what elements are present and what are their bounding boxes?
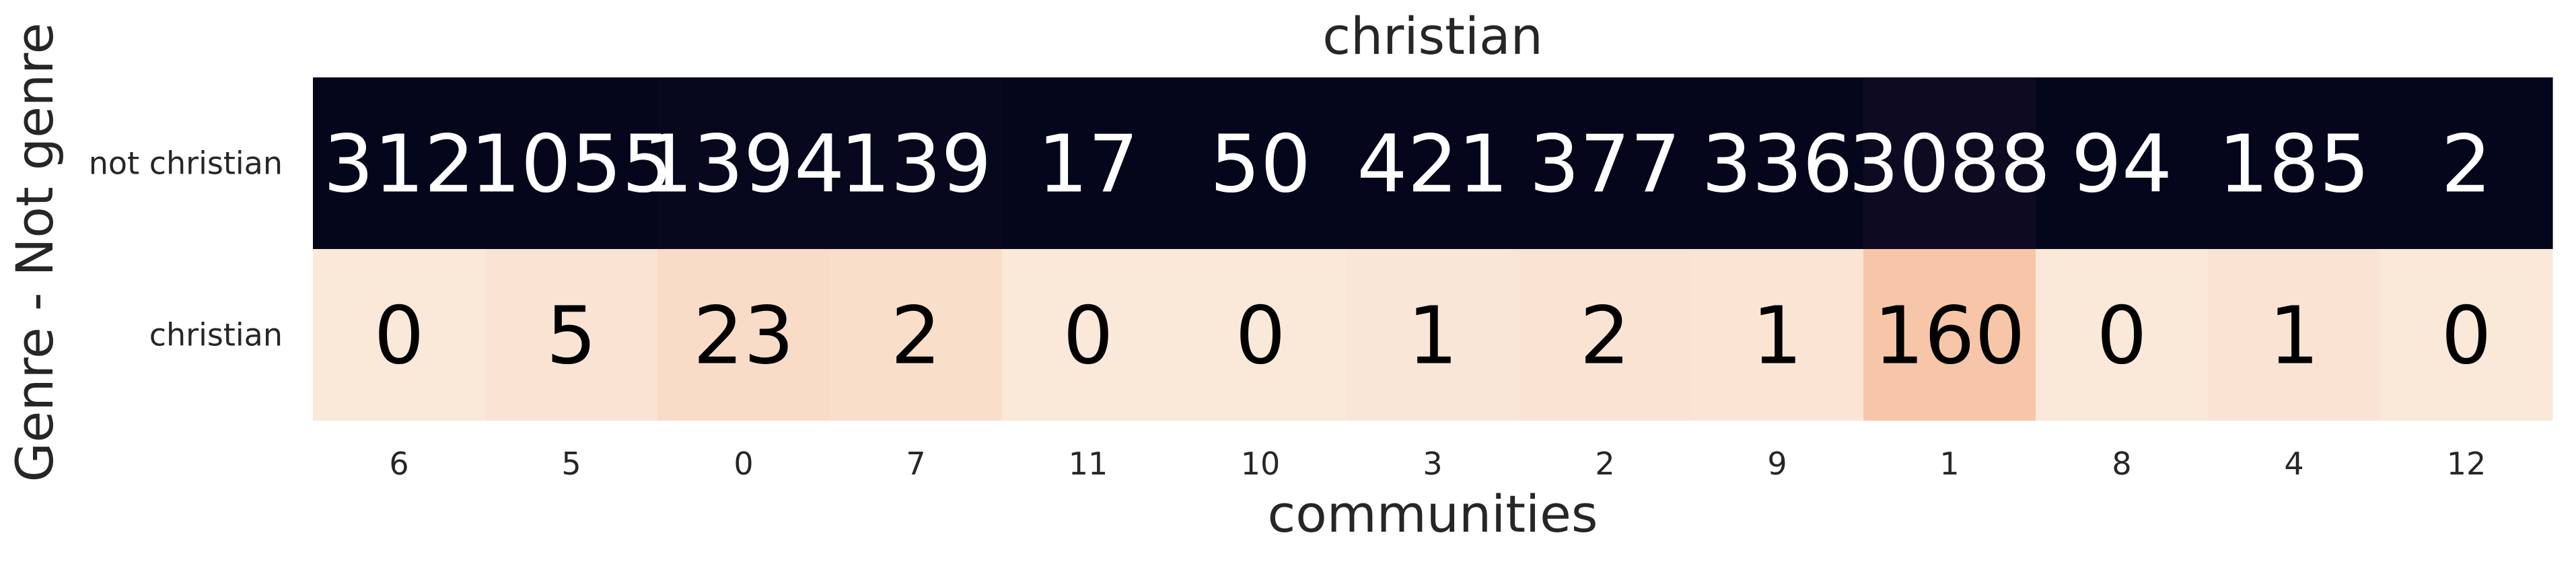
heatmap-cell [657, 249, 830, 421]
x-tick-label: 12 [2447, 446, 2486, 482]
heatmap-cell [2036, 77, 2209, 249]
heatmap-cell [830, 249, 1003, 421]
heatmap-cell [2380, 249, 2553, 421]
x-tick-label: 2 [1595, 446, 1614, 482]
heatmap-cell [657, 77, 830, 249]
heatmap-cell [1002, 77, 1175, 249]
cell-value-label: 5 [546, 289, 596, 382]
cell-value-label: 23 [693, 289, 794, 382]
heatmap-cell [485, 77, 658, 249]
heatmap-cell [1863, 249, 2036, 421]
heatmap-cell-labels: 312 0 1055 5 1394 23 139 2 17 0 50 0 421 1 377 2 336 1 308… [323, 118, 2491, 382]
cell-value-label: 377 [1529, 118, 1680, 211]
heatmap-cell [485, 249, 658, 421]
heatmap-cell [2208, 249, 2381, 421]
cell-value-label: 2 [2441, 118, 2491, 211]
x-tick-label: 4 [2284, 446, 2303, 482]
cell-value-label: 0 [1235, 289, 1285, 382]
heatmap-cell [1174, 249, 1347, 421]
cell-value-label: 0 [2441, 289, 2491, 382]
heatmap-cell [2380, 77, 2553, 249]
cell-value-label: 336 [1701, 118, 1853, 211]
x-tick-label: 9 [1767, 446, 1787, 482]
y-tick-labels: not christian christian [89, 145, 283, 353]
heatmap-cell [1863, 77, 2036, 249]
heatmap-cell [1347, 249, 1519, 421]
x-tick-label: 8 [2112, 446, 2131, 482]
cell-value-label: 0 [1063, 289, 1113, 382]
cell-value-label: 50 [1210, 118, 1311, 211]
heatmap-cell [1519, 77, 1692, 249]
x-tick-label: 11 [1069, 446, 1108, 482]
cell-value-label: 1 [1407, 289, 1458, 382]
heatmap-cell [1174, 77, 1347, 249]
heatmap-cell [1691, 77, 1864, 249]
y-tick-label: christian [149, 317, 283, 353]
chart-title: christian [1322, 6, 1543, 66]
x-tick-label: 5 [561, 446, 581, 482]
cell-value-label: 17 [1038, 118, 1139, 211]
x-tick-label: 1 [1939, 446, 1959, 482]
x-tick-label: 3 [1423, 446, 1442, 482]
heatmap-cell [1002, 249, 1175, 421]
x-tick-labels: 6 5 0 7 11 10 3 2 9 1 8 4 12 [389, 446, 2486, 482]
x-tick-label: 6 [389, 446, 408, 482]
heatmap-cell [830, 77, 1003, 249]
heatmap-cell [2036, 249, 2209, 421]
heatmap-cell [1691, 249, 1864, 421]
heatmap-cell [313, 77, 486, 249]
cell-value-label: 3088 [1849, 118, 2050, 211]
x-tick-label: 10 [1241, 446, 1281, 482]
cell-value-label: 139 [840, 118, 991, 211]
heatmap-cell [1347, 77, 1519, 249]
heatmap-cell [2208, 77, 2381, 249]
cell-value-label: 1394 [643, 118, 845, 211]
cell-value-label: 94 [2071, 118, 2172, 211]
x-tick-label: 0 [734, 446, 753, 482]
heatmap-cell [313, 249, 486, 421]
cell-value-label: 421 [1357, 118, 1508, 211]
cell-value-label: 1055 [470, 118, 672, 211]
y-axis-label: Genre - Not genre [5, 23, 65, 483]
cell-value-label: 160 [1873, 289, 2025, 382]
x-axis-label: communities [1267, 484, 1598, 544]
cell-value-label: 0 [2096, 289, 2147, 382]
cell-value-label: 2 [1579, 289, 1630, 382]
cell-value-label: 0 [373, 289, 424, 382]
x-tick-label: 7 [906, 446, 925, 482]
y-tick-label: not christian [89, 145, 283, 182]
cell-value-label: 185 [2218, 118, 2369, 211]
heatmap-cells [313, 77, 2553, 421]
cell-value-label: 1 [2268, 289, 2319, 382]
cell-value-label: 312 [323, 118, 474, 211]
heatmap-cell [1519, 249, 1692, 421]
cell-value-label: 2 [890, 289, 941, 382]
cell-value-label: 1 [1752, 289, 1802, 382]
